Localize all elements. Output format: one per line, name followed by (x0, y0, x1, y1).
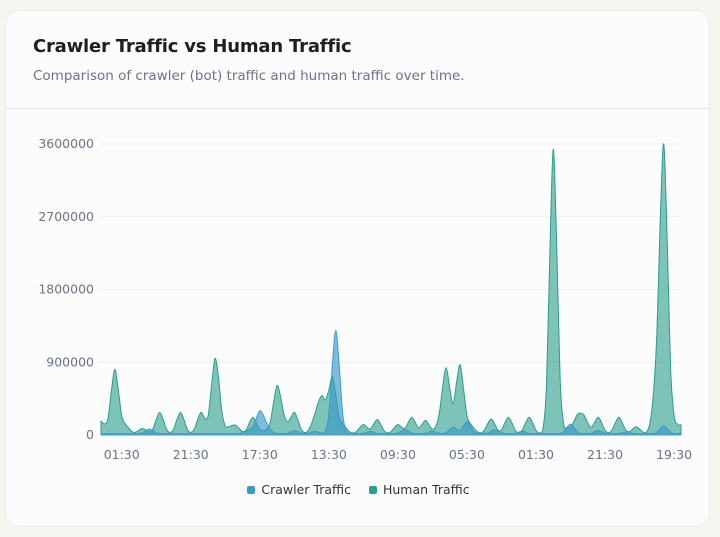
chart-card: Crawler Traffic vs Human Traffic Compari… (5, 10, 710, 527)
chart-legend: Crawler Traffic Human Traffic (6, 482, 709, 497)
x-tick-label-8: 19:30 (656, 447, 692, 462)
x-tick-label-2: 17:30 (242, 447, 278, 462)
x-tick-label-4: 09:30 (380, 447, 416, 462)
card-header: Crawler Traffic vs Human Traffic Compari… (6, 11, 709, 109)
y-tick-label-2: 1800000 (38, 282, 94, 297)
x-tick-label-7: 21:30 (587, 447, 623, 462)
x-tick-label-1: 21:30 (173, 447, 209, 462)
x-tick-label-0: 01:30 (104, 447, 140, 462)
chart-subtitle: Comparison of crawler (bot) traffic and … (33, 68, 465, 84)
legend-item-crawler[interactable]: Crawler Traffic (247, 482, 351, 497)
chart-title: Crawler Traffic vs Human Traffic (33, 36, 352, 57)
series-area-crawler-traffic (100, 329, 682, 436)
y-tick-label-0: 0 (86, 427, 94, 442)
legend-label-human: Human Traffic (382, 482, 470, 497)
area-chart: 0 900000 1800000 2700000 3600000 01:30 21:30 17… (38, 136, 692, 462)
x-tick-label-5: 05:30 (449, 447, 485, 462)
x-tick-label-6: 01:30 (518, 447, 554, 462)
legend-item-human[interactable]: Human Traffic (368, 482, 470, 497)
series-area-human-traffic (100, 143, 682, 436)
y-tick-label-1: 900000 (46, 354, 94, 369)
y-tick-label-4: 3600000 (38, 136, 94, 151)
x-tick-label-3: 13:30 (311, 447, 347, 462)
legend-label-crawler: Crawler Traffic (261, 482, 351, 497)
y-tick-label-3: 2700000 (38, 209, 94, 224)
legend-swatch-human (368, 485, 377, 494)
legend-swatch-crawler (247, 485, 256, 494)
